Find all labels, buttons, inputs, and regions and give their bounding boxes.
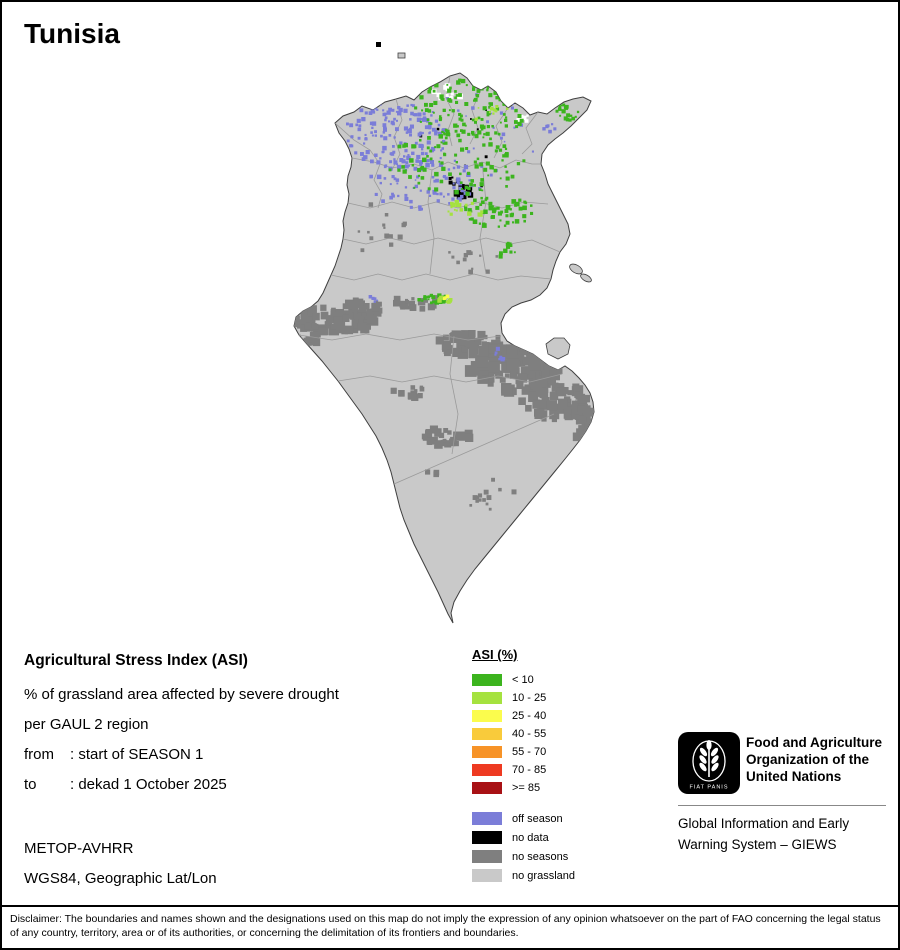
legend-label: 25 - 40 [512, 710, 547, 722]
legend-swatch [472, 812, 502, 825]
fao-org-line: Food and Agriculture [746, 735, 882, 750]
legend-row: < 10 [472, 671, 642, 689]
legend-block: ASI (%) < 10 10 - 25 25 - 40 40 - 55 55 - 70… [472, 647, 642, 885]
djerba-island [545, 337, 571, 360]
legend-row: 40 - 55 [472, 725, 642, 743]
legend-swatch [472, 869, 502, 882]
fao-org-line: Organization of the [746, 752, 869, 767]
legend-asi-rows: < 10 10 - 25 25 - 40 40 - 55 55 - 70 70 - 85 >… [472, 671, 642, 797]
kerkennah-island [580, 273, 592, 283]
legend-swatch [472, 728, 502, 740]
legend-row: no grassland [472, 866, 642, 885]
period-to-label: to [24, 776, 37, 793]
period-from-label: from [24, 746, 54, 763]
legend-row: 25 - 40 [472, 707, 642, 725]
period-to-value: : dekad 1 October 2025 [70, 776, 227, 793]
fao-org-name: Food and Agriculture Organization of the… [746, 734, 882, 785]
kerkennah-island [569, 263, 583, 275]
fao-motto: FIAT PANIS [689, 785, 728, 791]
legend-label: 55 - 70 [512, 746, 547, 758]
legend-row: 10 - 25 [472, 689, 642, 707]
legend-swatch [472, 710, 502, 722]
legend-swatch [472, 782, 502, 794]
legend-swatch [472, 692, 502, 704]
legend-label: 10 - 25 [512, 692, 547, 704]
fao-divider [678, 805, 886, 806]
fao-block: FIAT PANIS Food and Agriculture Organiza… [678, 732, 890, 862]
period-to: to : dekad 1 October 2025 [24, 776, 227, 793]
legend-swatch [472, 764, 502, 776]
fao-logo: FIAT PANIS [678, 732, 740, 794]
fao-org-line: United Nations [746, 769, 842, 784]
giews-text: Global Information and Early Warning Sys… [678, 813, 849, 855]
legend-label: no data [512, 831, 549, 844]
asi-title: Agricultural Stress Index (ASI) [24, 652, 248, 669]
asi-description: % of grassland area affected by severe d… [24, 686, 339, 703]
asi-region-level: per GAUL 2 region [24, 716, 149, 733]
legend-swatch [472, 831, 502, 844]
legend-label: 70 - 85 [512, 764, 547, 776]
giews-line: Global Information and Early [678, 816, 850, 831]
legend-row: 55 - 70 [472, 743, 642, 761]
legend-label: < 10 [512, 674, 534, 686]
legend-row: 70 - 85 [472, 761, 642, 779]
disclaimer: Disclaimer: The boundaries and names sho… [2, 904, 898, 948]
asi-speckles [346, 78, 580, 362]
galite-island [397, 52, 406, 59]
sensor-name: METOP-AVHRR [24, 840, 134, 857]
legend-label: off season [512, 812, 563, 825]
legend-swatch [472, 674, 502, 686]
page-title: Tunisia [24, 18, 120, 49]
giews-line: Warning System – GIEWS [678, 837, 837, 852]
period-from: from : start of SEASON 1 [24, 746, 203, 763]
legend-class-rows: off season no data no seasons no grassland [472, 809, 642, 885]
projection-name: WGS84, Geographic Lat/Lon [24, 870, 217, 887]
legend-row: off season [472, 809, 642, 828]
legend-label: no grassland [512, 869, 575, 882]
wheat-ear-icon [699, 740, 719, 777]
legend-label: >= 85 [512, 782, 541, 794]
legend-title: ASI (%) [472, 647, 518, 662]
legend-row: >= 85 [472, 779, 642, 797]
no-data-islet [376, 42, 381, 47]
legend-label: 40 - 55 [512, 728, 547, 740]
legend-swatch [472, 850, 502, 863]
legend-swatch [472, 746, 502, 758]
period-from-value: : start of SEASON 1 [70, 746, 204, 763]
legend-row: no seasons [472, 847, 642, 866]
legend-label: no seasons [512, 850, 569, 863]
legend-row: no data [472, 828, 642, 847]
